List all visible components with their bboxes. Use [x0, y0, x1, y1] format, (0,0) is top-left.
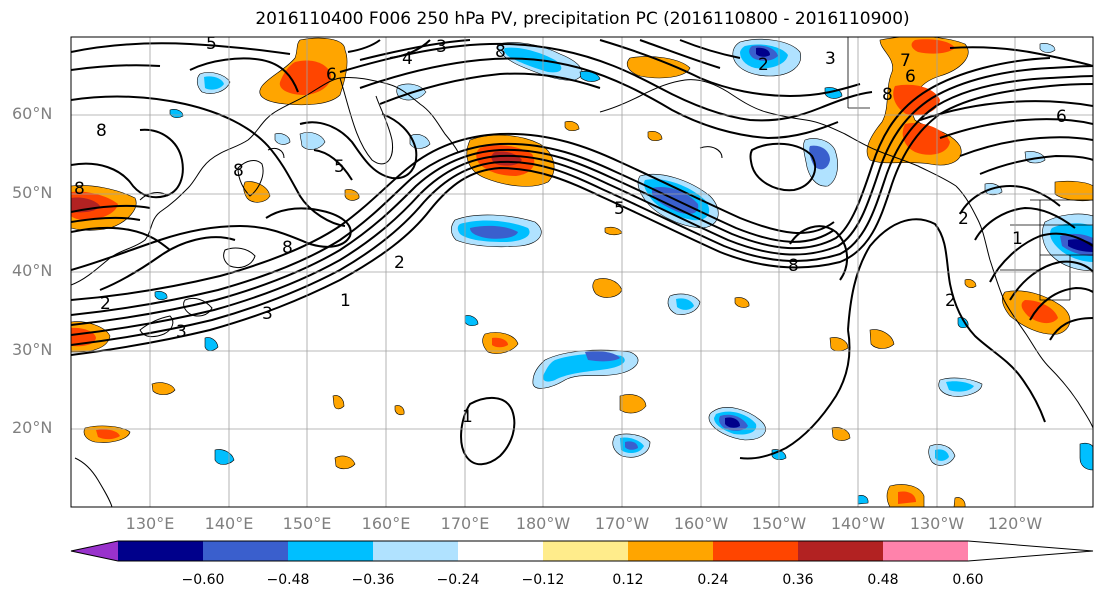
lon-label: 120°W [987, 514, 1043, 533]
contour-label: 2 [394, 253, 405, 273]
contour-labels: 5 4 3 6 8 2 1 3 8 1 2 3 8 6 8 2 8 6 7 2 … [74, 34, 1067, 427]
colorbar-segment [628, 541, 713, 561]
lon-label: 130°W [909, 514, 965, 533]
contour-label: 1 [462, 407, 473, 427]
colorbar [70, 540, 1094, 562]
colorbar-segment [458, 541, 543, 561]
colorbar-tick-label: 0.36 [782, 572, 814, 588]
contour-label: 6 [1056, 107, 1067, 127]
colorbar-segment [71, 541, 118, 561]
contour-label: 8 [788, 256, 799, 276]
graticule [71, 37, 1093, 507]
colorbar-tick-label: −0.60 [181, 572, 225, 588]
contour-label: 3 [262, 304, 273, 324]
colorbar-segment [883, 541, 968, 561]
contour-label: 8 [882, 85, 893, 105]
colorbar-segment [288, 541, 373, 561]
colorbar-segment [968, 541, 1093, 561]
contour-label: 5 [334, 157, 345, 177]
lon-label: 180°W [515, 514, 571, 533]
lat-label: 60°N [12, 104, 53, 123]
contour-label: 1 [1012, 229, 1023, 249]
contour-label: 8 [74, 179, 85, 199]
lon-label: 160°E [361, 514, 411, 533]
contour-label: 1 [340, 291, 351, 311]
lon-label: 140°W [830, 514, 886, 533]
political-borders [847, 37, 1093, 301]
contour-label: 6 [326, 65, 337, 85]
colorbar-segment [713, 541, 798, 561]
contour-label: 8 [282, 238, 293, 258]
contour-label: 2 [100, 294, 111, 314]
colorbar-tick-label: 0.24 [697, 572, 729, 588]
colorbar-outline [70, 540, 1094, 562]
colorbar-segment [798, 541, 883, 561]
contour-label: 5 [614, 199, 625, 219]
map-frame [70, 36, 1094, 508]
contour-label: 8 [96, 121, 107, 141]
colorbar-tick-label: −0.48 [266, 572, 310, 588]
lon-label: 160°W [673, 514, 729, 533]
colorbar-tick-label: 0.60 [952, 572, 984, 588]
lon-label: 170°W [594, 514, 650, 533]
lon-label: 170°E [440, 514, 490, 533]
colorbar-segment [543, 541, 628, 561]
lon-label: 130°E [125, 514, 175, 533]
lon-label: 150°E [282, 514, 332, 533]
colorbar-segment [118, 541, 203, 561]
colorbar-tick-label: −0.12 [521, 572, 565, 588]
lat-label: 30°N [12, 340, 53, 359]
lon-label: 150°W [751, 514, 807, 533]
contour-label: 6 [905, 67, 916, 87]
contour-label: 3 [825, 49, 836, 69]
contour-label: 4 [402, 49, 413, 69]
colorbar-tick-label: −0.36 [351, 572, 395, 588]
contour-label: 2 [758, 55, 769, 75]
lat-label: 20°N [12, 418, 53, 437]
contour-label: 7 [900, 51, 911, 71]
lon-label: 140°E [204, 514, 254, 533]
lat-label: 40°N [12, 261, 53, 280]
contour-label: 8 [233, 161, 244, 181]
figure-title: 2016110400 F006 250 hPa PV, precipitatio… [255, 9, 910, 29]
contour-label: 2 [958, 209, 969, 229]
contour-label: 2 [945, 291, 956, 311]
contour-label: 8 [495, 42, 506, 62]
contour-label: 3 [436, 37, 447, 57]
contour-label: 5 [206, 34, 217, 54]
lat-label: 50°N [12, 183, 53, 202]
colorbar-segment [203, 541, 288, 561]
contour-label: 3 [176, 322, 187, 342]
colorbar-tick-label: 0.48 [867, 572, 899, 588]
colorbar-tick-label: −0.24 [436, 572, 480, 588]
colorbar-segment [373, 541, 458, 561]
colorbar-tick-label: 0.12 [612, 572, 644, 588]
